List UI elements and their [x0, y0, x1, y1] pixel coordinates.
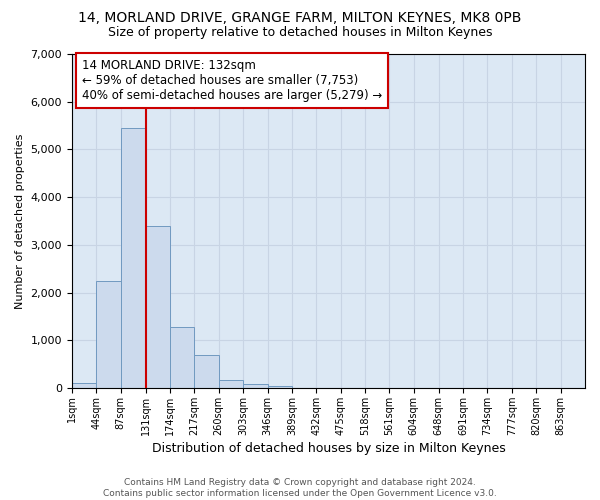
Text: 14, MORLAND DRIVE, GRANGE FARM, MILTON KEYNES, MK8 0PB: 14, MORLAND DRIVE, GRANGE FARM, MILTON K…	[79, 11, 521, 25]
Bar	[194, 354, 219, 388]
Text: Contains HM Land Registry data © Crown copyright and database right 2024.
Contai: Contains HM Land Registry data © Crown c…	[103, 478, 497, 498]
Bar	[170, 327, 194, 388]
Bar	[72, 382, 96, 388]
Y-axis label: Number of detached properties: Number of detached properties	[15, 134, 25, 308]
Bar	[243, 384, 268, 388]
Bar	[268, 386, 292, 388]
Bar	[121, 128, 146, 388]
Text: Size of property relative to detached houses in Milton Keynes: Size of property relative to detached ho…	[108, 26, 492, 39]
Bar	[219, 380, 243, 388]
Bar	[96, 280, 121, 388]
Text: 14 MORLAND DRIVE: 132sqm
← 59% of detached houses are smaller (7,753)
40% of sem: 14 MORLAND DRIVE: 132sqm ← 59% of detach…	[82, 59, 382, 102]
Bar	[146, 226, 170, 388]
X-axis label: Distribution of detached houses by size in Milton Keynes: Distribution of detached houses by size …	[152, 442, 505, 455]
